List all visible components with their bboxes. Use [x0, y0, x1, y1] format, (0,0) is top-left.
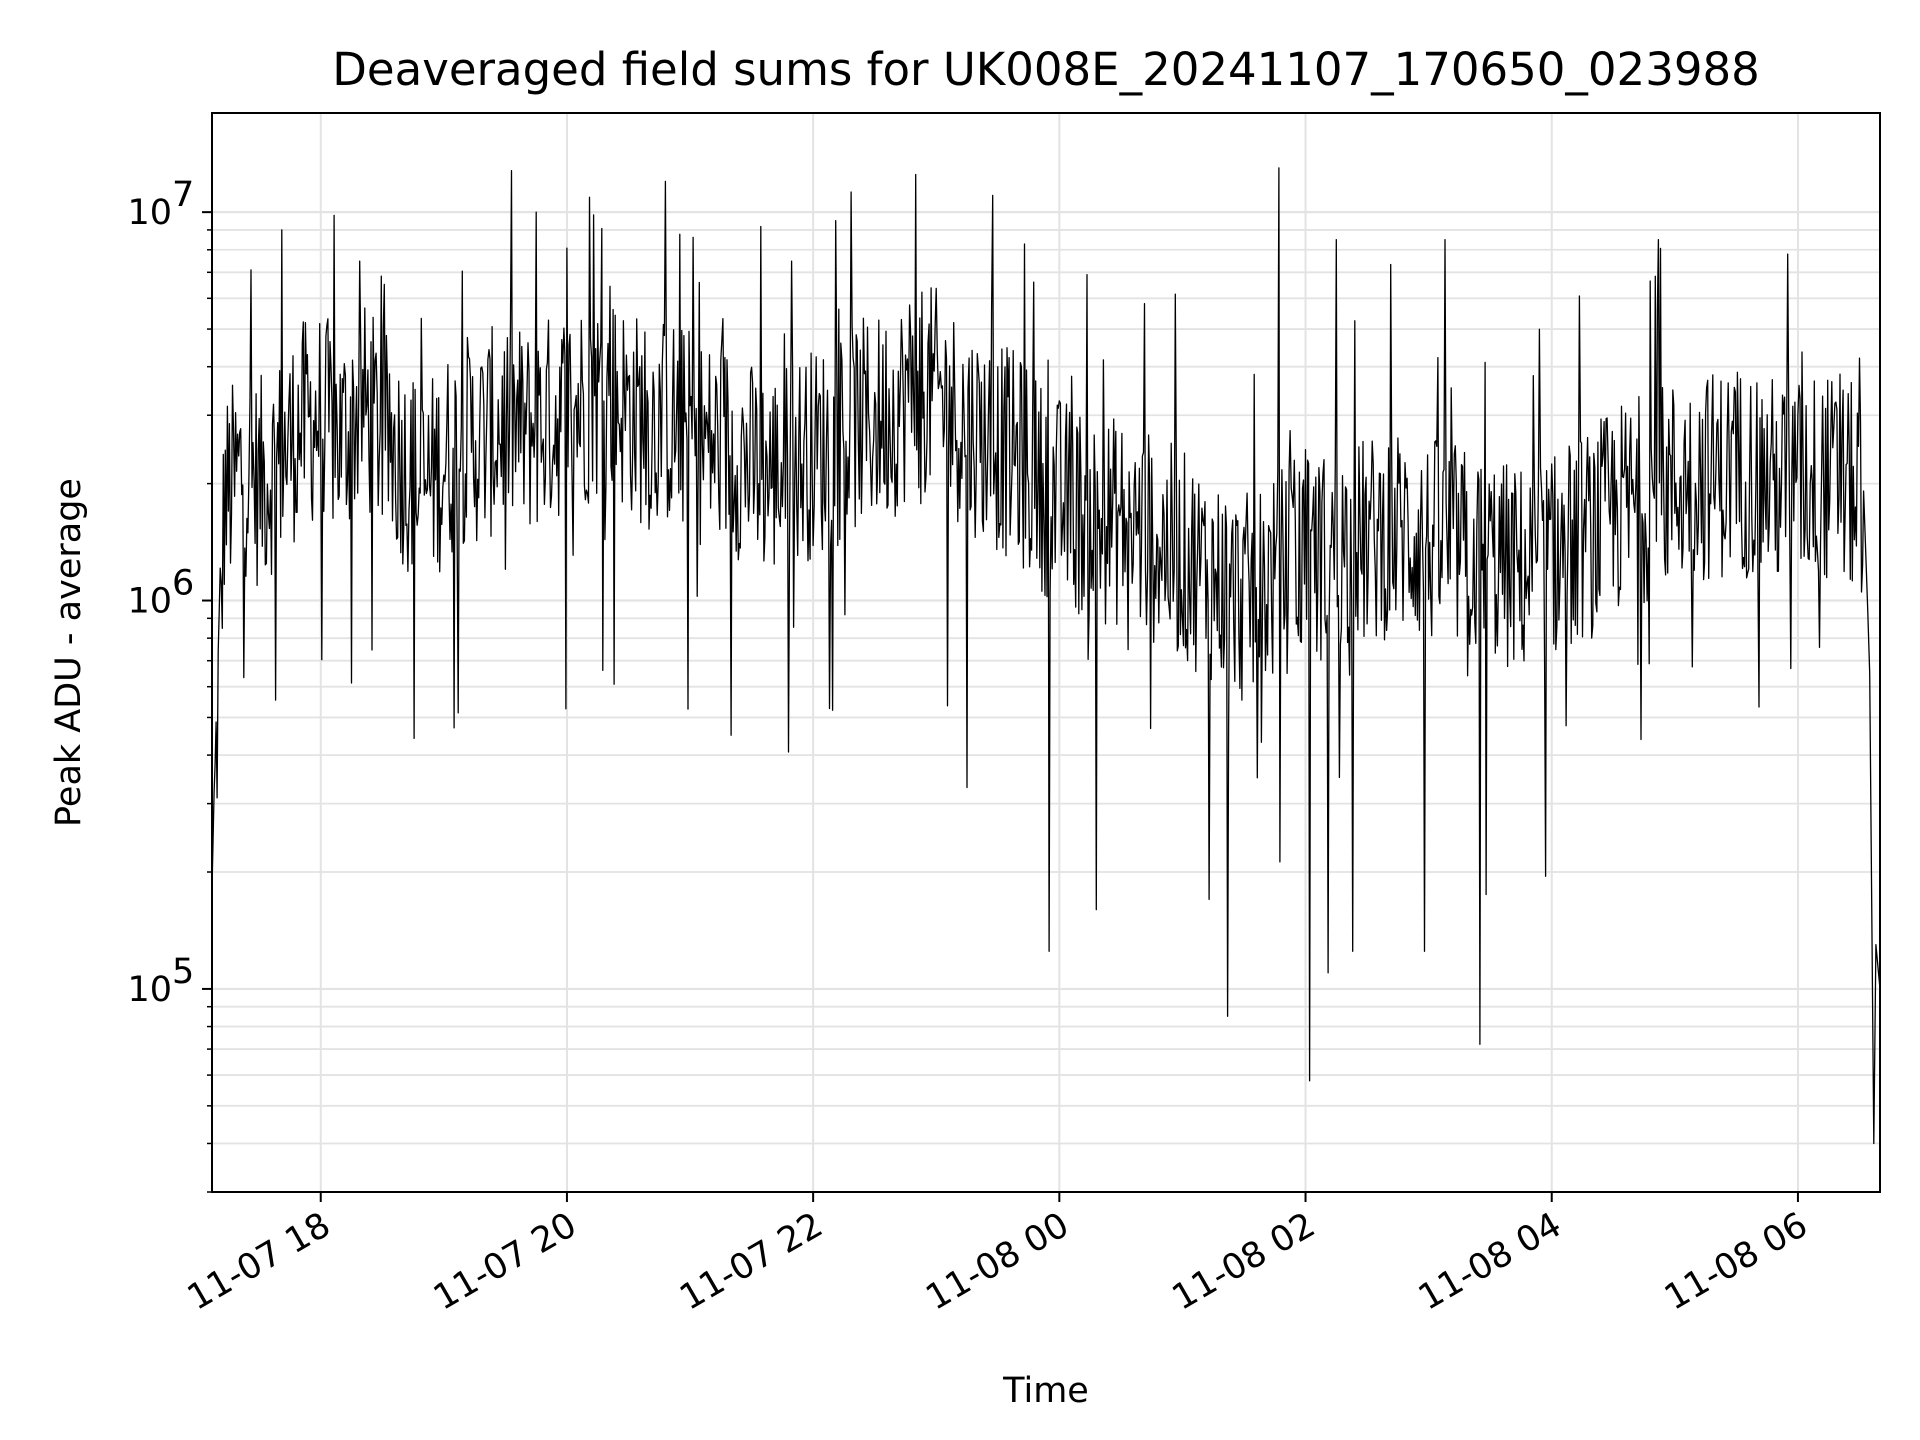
y-axis-label: Peak ADU - average	[49, 478, 89, 827]
chart-title: Deaveraged field sums for UK008E_2024110…	[332, 43, 1759, 96]
y-tick-label: 10	[127, 193, 172, 233]
series-line	[211, 167, 1881, 1145]
x-axis-label: Time	[1002, 1371, 1089, 1411]
plot-frame	[211, 112, 1881, 1193]
y-tick-exponent: 7	[172, 175, 194, 215]
y-tick-exponent: 6	[172, 564, 194, 604]
y-tick-label: 10	[127, 970, 172, 1010]
grid	[212, 113, 1880, 1193]
y-tick-label: 10	[127, 582, 172, 622]
y-tick-exponent: 5	[172, 952, 194, 992]
series-group	[211, 167, 1881, 1145]
